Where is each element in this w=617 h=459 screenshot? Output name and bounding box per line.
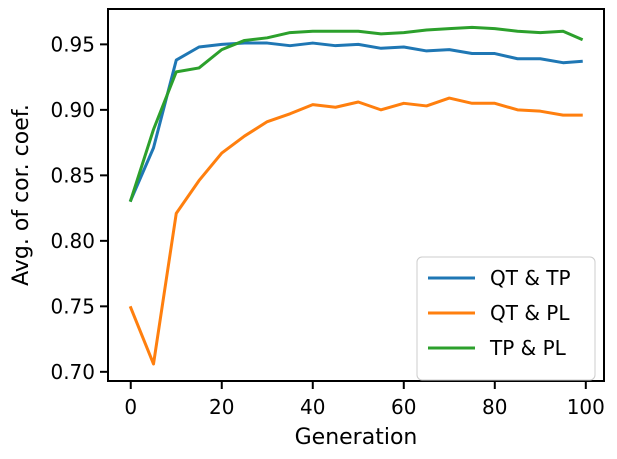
y-tick-label: 0.90 [50,98,95,122]
x-axis: 0 20 40 60 80 100 [124,381,605,419]
x-tick-label: 0 [124,395,137,419]
series-line-2 [128,96,583,366]
legend-label-2: QT & PL [490,301,570,325]
legend-label-1: QT & TP [490,266,571,290]
x-axis-label: Generation [295,425,418,450]
y-tick-label: 0.70 [50,360,95,384]
y-tick-label: 0.95 [50,32,95,56]
series-line-1 [128,41,583,203]
x-tick-label: 40 [300,395,325,419]
legend-label-3: TP & PL [489,336,567,360]
y-tick-label: 0.80 [50,229,95,253]
x-tick-label: 60 [391,395,416,419]
y-axis: 0.70 0.75 0.80 0.85 0.90 0.95 [50,32,108,384]
y-axis-label: Avg. of cor. coef. [9,104,34,286]
legend: QT & TP QT & PL TP & PL [416,256,596,381]
y-tick-label: 0.75 [50,294,95,318]
series-line-3 [128,25,584,203]
plot-frame [107,8,605,382]
x-tick-label: 100 [567,395,605,419]
plot-lines [128,25,584,366]
x-tick-label: 80 [482,395,507,419]
x-tick-label: 20 [209,395,234,419]
y-tick-label: 0.85 [50,163,95,187]
